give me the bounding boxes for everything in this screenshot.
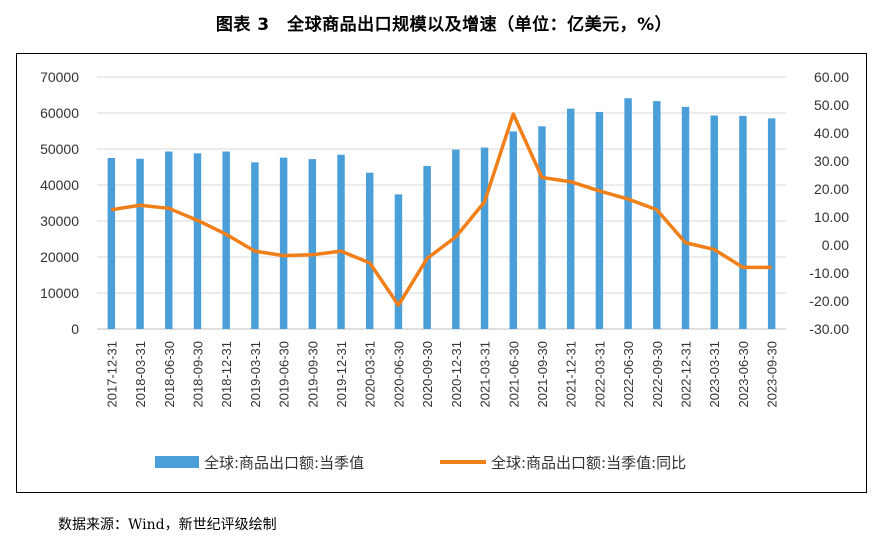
left-y-axis: 0 10000 20000 30000 40000 50000 60000 70000 [40, 69, 79, 337]
bar-2020-09-30 [423, 165, 431, 329]
x-tick-label: 2020-12-31 [449, 341, 464, 408]
x-tick-label: 2023-03-31 [707, 341, 722, 408]
right-tick-label: -10.00 [809, 265, 849, 281]
line-series [111, 112, 772, 307]
legend: 全球:商品出口额:当季值 全球:商品出口额:当季值:同比 [155, 454, 686, 472]
x-tick-label: 2020-03-31 [363, 341, 378, 408]
bar-2018-06-30 [165, 151, 173, 329]
right-y-axis: -30.00 -20.00 -10.00 0.00 10.00 20.00 30.00 40.… [809, 69, 849, 337]
x-tick-label: 2022-03-31 [592, 341, 607, 408]
x-tick-label: 2021-09-30 [535, 341, 550, 408]
x-tick-label: 2021-12-31 [564, 341, 579, 408]
bar-2021-03-31 [480, 147, 489, 329]
legend-bar-swatch [155, 456, 199, 468]
bar-2021-06-30 [509, 131, 518, 329]
x-tick-label: 2018-09-30 [190, 341, 205, 408]
bar-2022-09-30 [653, 101, 661, 330]
bar-2018-12-31 [222, 151, 230, 329]
bar-2021-12-31 [566, 108, 575, 330]
legend-line-label: 全球:商品出口额:当季值:同比 [491, 454, 686, 472]
x-tick-label: 2017-12-31 [104, 341, 119, 408]
bar-2023-09-30 [767, 118, 776, 330]
chart-title: 图表 3 全球商品出口规模以及增速（单位：亿美元，%） [215, 15, 673, 35]
bar-2019-06-30 [279, 157, 288, 329]
left-tick-label: 10000 [40, 285, 79, 301]
x-tick-label: 2018-06-30 [162, 341, 177, 408]
right-tick-label: 30.00 [814, 153, 849, 169]
right-tick-label: 60.00 [814, 69, 849, 85]
x-tick-label: 2021-06-30 [506, 341, 521, 408]
yoy-growth-line [111, 112, 772, 307]
left-tick-label: 0 [71, 321, 79, 337]
bar-2020-06-30 [394, 194, 403, 329]
bar-2021-09-30 [538, 126, 546, 329]
x-tick-label: 2023-06-30 [736, 341, 751, 408]
x-tick-label: 2019-03-31 [248, 341, 263, 408]
left-tick-label: 50000 [40, 141, 79, 157]
bar-2022-12-31 [681, 106, 690, 329]
right-tick-label: 50.00 [814, 97, 849, 113]
x-tick-label: 2019-12-31 [334, 341, 349, 408]
x-tick-label: 2022-09-30 [650, 341, 665, 408]
right-tick-label: 20.00 [814, 181, 849, 197]
legend-bar-label: 全球:商品出口额:当季值 [204, 454, 364, 472]
x-tick-label: 2021-03-31 [478, 341, 493, 408]
left-tick-label: 40000 [40, 177, 79, 193]
right-tick-label: 40.00 [814, 125, 849, 141]
bar-2023-03-31 [710, 115, 718, 330]
data-source-note: 数据来源：Wind，新世纪评级绘制 [58, 517, 277, 533]
right-tick-label: -30.00 [809, 321, 849, 337]
bar-2022-06-30 [624, 98, 632, 330]
right-tick-label: -20.00 [809, 293, 849, 309]
bar-2019-03-31 [251, 162, 259, 329]
left-tick-label: 60000 [40, 105, 79, 121]
bar-2022-03-31 [595, 111, 604, 329]
x-tick-label: 2022-12-31 [679, 341, 694, 408]
chart-frame [16, 53, 867, 493]
x-tick-label: 2022-06-30 [621, 341, 636, 408]
bar-2023-06-30 [739, 115, 747, 329]
bar-2018-09-30 [193, 153, 202, 329]
left-tick-label: 30000 [40, 213, 79, 229]
bar-2019-12-31 [337, 154, 345, 329]
x-tick-label: 2023-09-30 [765, 341, 780, 408]
gridlines [97, 76, 786, 330]
bar-2020-03-31 [365, 172, 374, 329]
bar-2017-12-31 [107, 158, 116, 329]
x-tick-label: 2019-09-30 [305, 341, 320, 408]
bar-2019-09-30 [308, 159, 317, 329]
bar-series [107, 98, 776, 330]
x-tick-label: 2018-12-31 [219, 341, 234, 408]
x-tick-label: 2019-06-30 [277, 341, 292, 408]
bar-2020-12-31 [452, 149, 460, 329]
x-tick-label: 2020-06-30 [391, 341, 406, 408]
bar-2018-03-31 [136, 158, 144, 329]
x-tick-label: 2020-09-30 [420, 341, 435, 408]
left-tick-label: 70000 [40, 69, 79, 85]
right-tick-label: 0.00 [822, 237, 849, 253]
right-tick-label: 10.00 [814, 209, 849, 225]
x-tick-label: 2018-03-31 [133, 341, 148, 408]
left-tick-label: 20000 [40, 249, 79, 265]
x-axis: 2017-12-31 2018-03-31 2018-06-30 2018-09-30… [104, 341, 779, 408]
